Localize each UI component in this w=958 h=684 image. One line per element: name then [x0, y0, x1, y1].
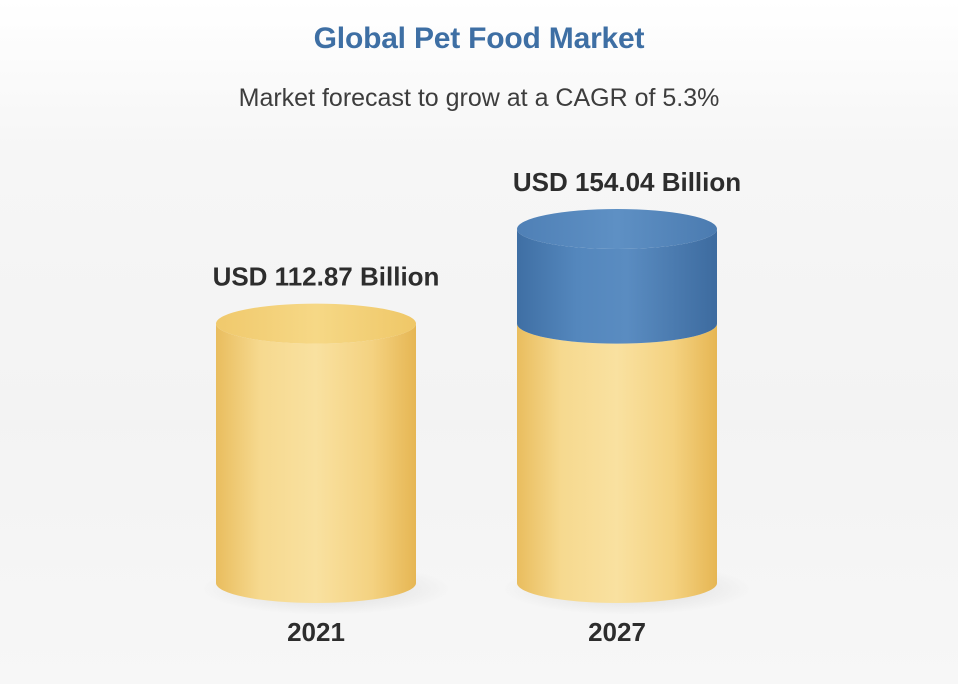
bar-base-segment	[216, 323, 416, 603]
data-label: USD 112.87 Billion	[213, 262, 440, 292]
data-label: USD 154.04 Billion	[513, 167, 741, 197]
bar-top	[517, 209, 717, 249]
bar-base-segment	[517, 323, 717, 603]
category-label: 2021	[287, 617, 345, 647]
chart-title: Global Pet Food Market	[313, 22, 645, 55]
category-label: 2027	[588, 617, 646, 647]
bar-growth-segment	[517, 229, 717, 344]
chart-subtitle: Market forecast to grow at a CAGR of 5.3…	[238, 84, 720, 112]
bar-top	[216, 303, 416, 344]
